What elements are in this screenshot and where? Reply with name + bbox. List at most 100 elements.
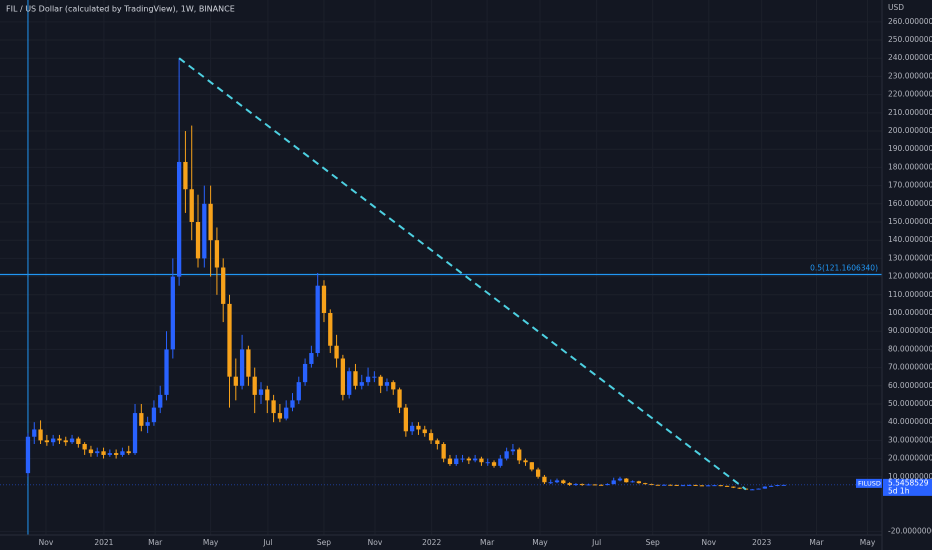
y-tick-label: 100.0000000 xyxy=(888,308,932,317)
y-tick-label: 50.0000000 xyxy=(888,399,932,408)
candle-body xyxy=(775,484,780,486)
candle-body xyxy=(554,480,560,483)
x-tick-label: Sep xyxy=(317,538,331,547)
candle-body xyxy=(296,382,301,401)
y-tick-label: 180.0000000 xyxy=(888,162,932,171)
candle-body xyxy=(567,483,572,485)
candle-body xyxy=(781,484,786,486)
candle-body xyxy=(340,358,346,395)
candle-body xyxy=(605,484,610,486)
y-tick-label: 210.0000000 xyxy=(888,108,932,117)
y-tick-label: 170.0000000 xyxy=(888,181,932,190)
candle-body xyxy=(580,484,585,486)
candle-body xyxy=(750,489,755,491)
candle-body xyxy=(731,486,736,488)
candle-body xyxy=(397,389,402,408)
candle-body xyxy=(95,451,100,454)
candle-body xyxy=(535,469,541,477)
candle-body xyxy=(271,400,276,414)
candle-body xyxy=(302,363,308,383)
candle-body xyxy=(466,458,471,461)
candle-body xyxy=(769,485,774,487)
candle-body xyxy=(221,267,226,304)
candle-body xyxy=(284,407,289,419)
chart-title: FIL / US Dollar (calculated by TradingVi… xyxy=(6,5,235,14)
candle-body xyxy=(246,349,251,377)
candle-body xyxy=(649,484,654,486)
candle-body xyxy=(145,422,150,426)
candle-body xyxy=(107,453,112,455)
x-tick-label: May xyxy=(203,538,219,547)
candle-body xyxy=(428,433,434,441)
x-tick-label: 2023 xyxy=(752,538,771,547)
candle-body xyxy=(491,462,497,466)
candle-body xyxy=(548,482,553,484)
y-tick-label: 20.0000000 xyxy=(888,454,932,463)
candle-body xyxy=(139,413,144,426)
candle-body xyxy=(195,222,201,259)
candle-body xyxy=(372,376,377,378)
candle-body xyxy=(624,478,629,483)
candle-body xyxy=(384,382,390,386)
y-tick-label: 150.0000000 xyxy=(888,217,932,226)
price-value: 5.5458529 xyxy=(888,478,929,487)
x-tick-label: May xyxy=(860,538,876,547)
candle-body xyxy=(51,438,56,443)
candle-body xyxy=(82,444,87,450)
candle-body xyxy=(120,451,125,455)
candle-body xyxy=(290,400,295,408)
candle-body xyxy=(403,407,408,432)
candle-body xyxy=(265,389,270,401)
candle-body xyxy=(101,451,106,455)
candle-body xyxy=(410,425,415,432)
candle-body xyxy=(479,458,484,463)
price-countdown: 5d 1h xyxy=(888,486,910,495)
price-symbol: FILUSD xyxy=(858,479,881,487)
candle-body xyxy=(239,349,245,386)
candle-body xyxy=(643,483,648,485)
candle-body xyxy=(126,451,131,454)
candle-body xyxy=(252,376,257,395)
y-tick-label: 260.0000000 xyxy=(888,17,932,26)
trend-line xyxy=(178,57,747,491)
candle-body xyxy=(498,458,503,466)
y-tick-label: 200.0000000 xyxy=(888,126,932,135)
candle-body xyxy=(132,413,138,454)
candle-body xyxy=(63,440,68,443)
y-tick-label: 230.0000000 xyxy=(888,71,932,80)
candle-body xyxy=(158,394,163,408)
candle-body xyxy=(25,436,31,474)
candle-body xyxy=(472,458,478,461)
candle-body xyxy=(435,440,440,445)
y-tick-label: 140.0000000 xyxy=(888,235,932,244)
candle-body xyxy=(202,203,207,259)
candle-body xyxy=(76,438,81,445)
candle-body xyxy=(359,382,364,386)
candle-body xyxy=(391,382,396,390)
candle-body xyxy=(113,453,119,455)
candle-body xyxy=(598,484,604,486)
candle-body xyxy=(712,485,717,487)
candle-body xyxy=(151,407,157,423)
y-tick-label: 70.0000000 xyxy=(888,363,932,372)
y-axis-label: USD xyxy=(888,3,904,12)
x-tick-label: Nov xyxy=(701,538,716,547)
candle-body xyxy=(636,481,642,484)
axes: 260.0000000 250.0000000 240.0000000 230.000… xyxy=(39,17,932,547)
y-tick-label: 190.0000000 xyxy=(888,144,932,153)
candle-body xyxy=(258,389,264,395)
price-value-badge xyxy=(883,478,932,496)
candle-body xyxy=(309,353,314,364)
candle-body xyxy=(57,438,62,441)
candle-body xyxy=(353,371,358,386)
candle-body xyxy=(737,487,742,489)
x-tick-label: Nov xyxy=(368,538,383,547)
candle-body xyxy=(561,480,566,484)
x-tick-label: Mar xyxy=(148,538,163,547)
y-tick-label: 10.0000000 xyxy=(888,472,932,481)
candle-body xyxy=(227,303,232,377)
candle-body xyxy=(693,484,698,486)
y-tick-label: 30.0000000 xyxy=(888,435,932,444)
x-tick-label: Jul xyxy=(591,538,601,547)
candle-body xyxy=(523,460,528,463)
